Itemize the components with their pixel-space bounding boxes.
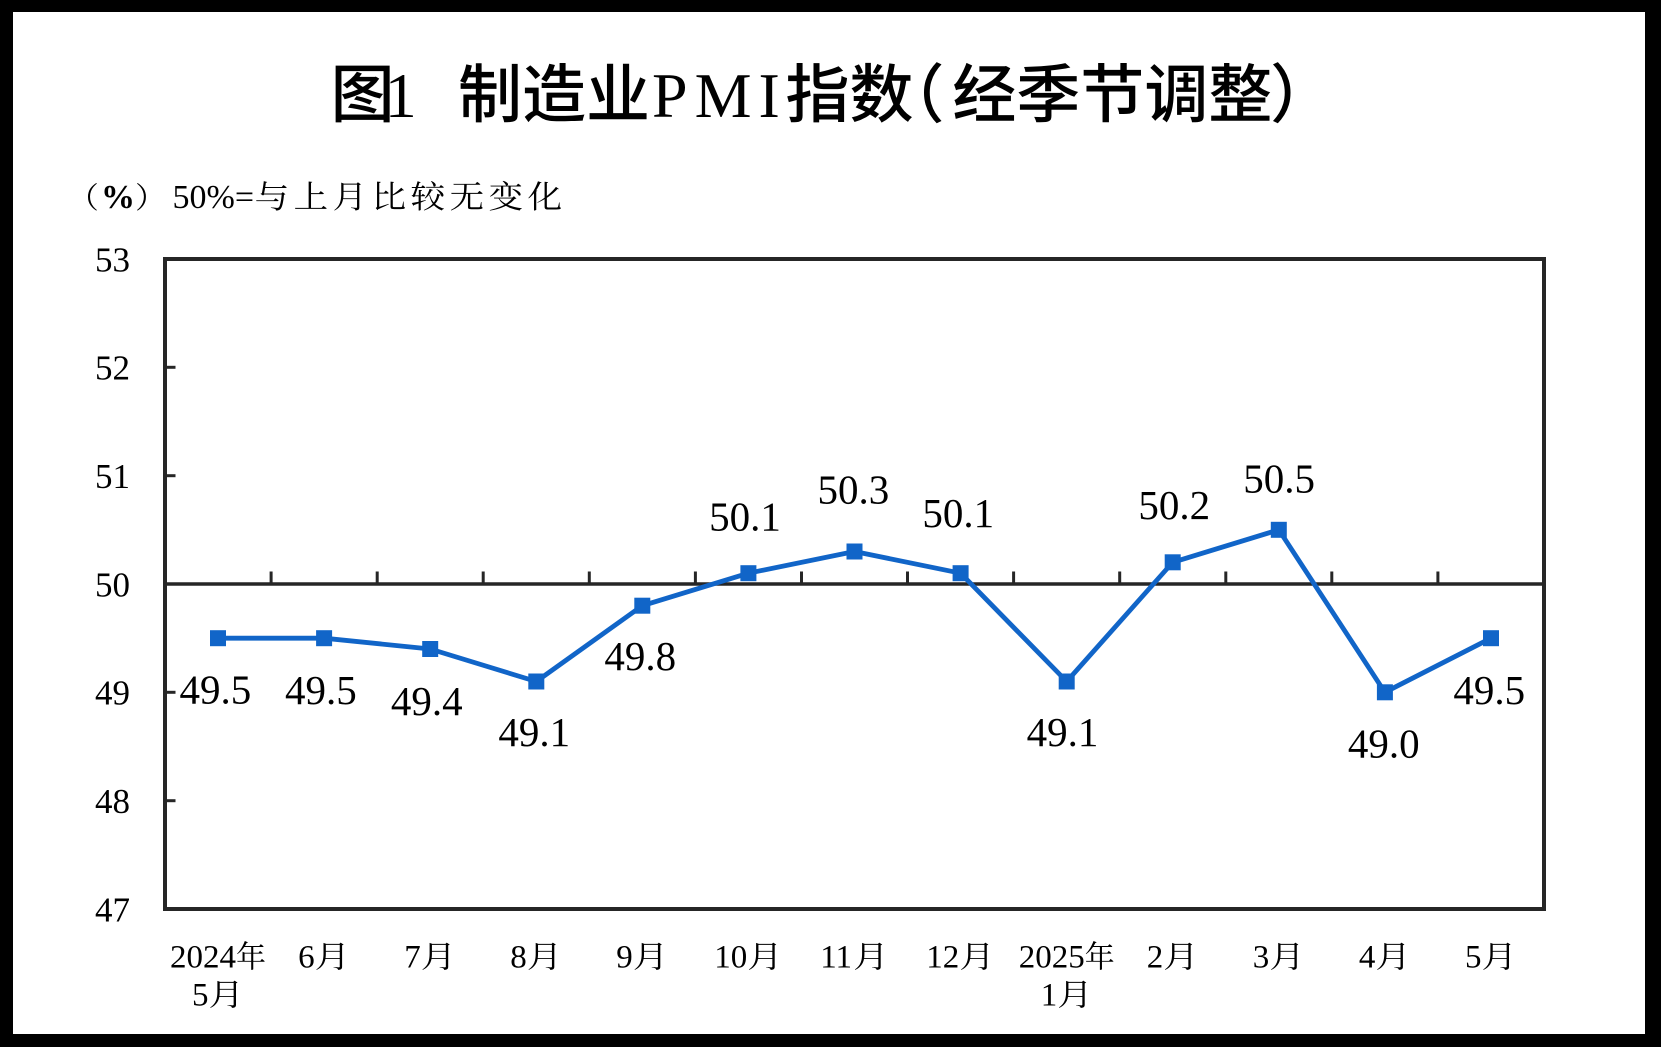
svg-text:2: 2 — [1147, 940, 1164, 976]
svg-text:50.3: 50.3 — [818, 467, 890, 513]
svg-text:4: 4 — [1359, 940, 1376, 976]
svg-text:2024: 2024 — [170, 940, 236, 976]
svg-text:1: 1 — [1041, 978, 1058, 1014]
svg-text:50.1: 50.1 — [709, 493, 781, 539]
svg-text:50.2: 50.2 — [1138, 482, 1210, 528]
svg-text:1: 1 — [385, 60, 417, 131]
svg-text:49.5: 49.5 — [1453, 667, 1525, 713]
svg-text:PMI: PMI — [652, 60, 787, 131]
svg-text:49.5: 49.5 — [285, 667, 357, 713]
svg-text:49.4: 49.4 — [391, 678, 463, 724]
svg-text:2025: 2025 — [1019, 940, 1085, 976]
svg-text:50.5: 50.5 — [1243, 455, 1315, 501]
svg-text:49.1: 49.1 — [1027, 709, 1099, 755]
svg-text:9: 9 — [616, 940, 633, 976]
svg-text:10: 10 — [714, 940, 747, 976]
svg-text:%: % — [101, 179, 135, 216]
svg-text:48: 48 — [95, 782, 130, 821]
svg-text:11: 11 — [820, 940, 852, 976]
svg-text:12: 12 — [926, 940, 959, 976]
svg-text:50: 50 — [95, 565, 130, 604]
svg-text:47: 47 — [95, 890, 130, 929]
svg-text:49: 49 — [95, 674, 130, 713]
svg-text:53: 53 — [95, 240, 130, 279]
svg-text:50%=: 50%= — [173, 179, 255, 216]
svg-text:49.0: 49.0 — [1348, 720, 1420, 766]
svg-text:49.5: 49.5 — [180, 667, 252, 713]
svg-text:49.8: 49.8 — [604, 633, 676, 679]
svg-text:50.1: 50.1 — [922, 490, 994, 536]
svg-text:5: 5 — [192, 978, 209, 1014]
svg-text:51: 51 — [95, 457, 130, 496]
svg-text:5: 5 — [1465, 940, 1482, 976]
svg-text:7: 7 — [404, 940, 421, 976]
svg-text:52: 52 — [95, 349, 130, 388]
svg-text:49.1: 49.1 — [498, 709, 570, 755]
svg-text:3: 3 — [1253, 940, 1270, 976]
svg-text:8: 8 — [510, 940, 527, 976]
svg-text:6: 6 — [298, 940, 315, 976]
